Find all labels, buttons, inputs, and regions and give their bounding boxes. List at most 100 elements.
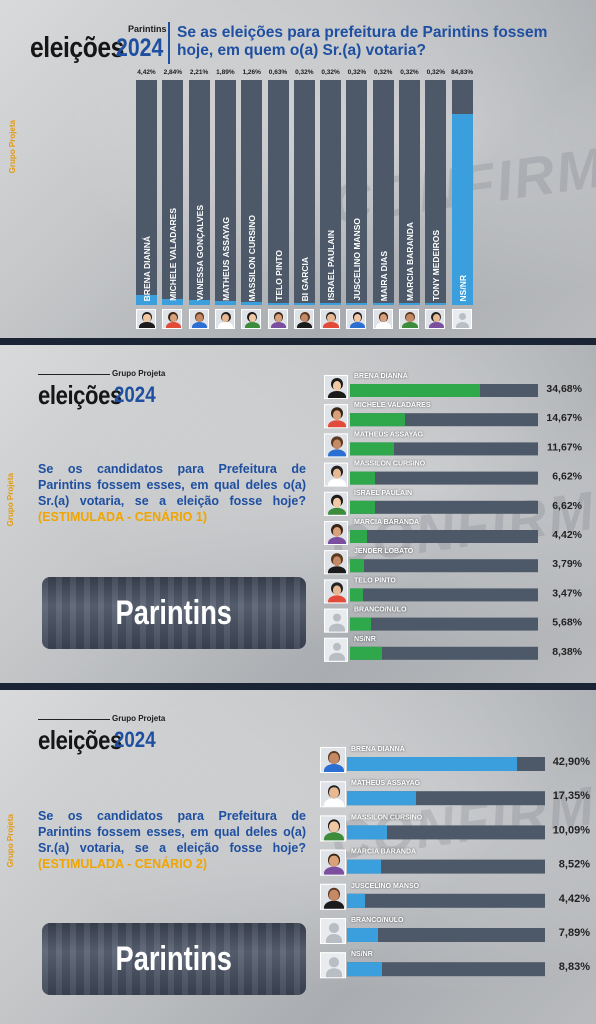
candidate-photo (399, 309, 419, 329)
candidate-photo (324, 608, 348, 633)
portrait-face (380, 314, 388, 323)
portrait-body (324, 798, 344, 807)
candidate-label: JENDER LOBATO (354, 548, 414, 556)
candidate-photo (425, 309, 446, 329)
data-label: 34,68% (546, 383, 582, 395)
question-scenario: (ESTIMULADA - CENÁRIO 1) (38, 510, 207, 524)
candidate-label: BI GARCIA (299, 256, 310, 301)
candidate-photo (451, 309, 472, 329)
brand-year: 2024 (116, 34, 164, 62)
portrait-face (329, 787, 339, 799)
bar-background (350, 530, 538, 543)
question-text: Se os candidatos para Prefeitura de Pari… (38, 462, 306, 508)
portrait-body (327, 536, 347, 544)
data-label: 14,67% (546, 412, 582, 425)
portrait-face (301, 314, 309, 323)
portrait-face (406, 314, 414, 323)
portrait-body (139, 322, 155, 328)
portrait-face (332, 468, 342, 479)
panel2-question: Se os candidatos para Prefeitura de Pari… (38, 461, 306, 525)
portrait-face (332, 555, 342, 567)
bar-background (346, 80, 368, 305)
candidate-photo (188, 309, 209, 329)
portrait-body (244, 322, 260, 328)
portrait-face (332, 526, 342, 537)
candidate-label: ISRAEL PAULAIN (354, 489, 413, 497)
data-label: 10,09% (552, 824, 590, 837)
data-label: 7,89% (558, 927, 590, 939)
data-label: 6,62% (552, 499, 582, 512)
candidate-label: MASSILON CURSINO (354, 460, 426, 468)
candidate-photo (324, 462, 348, 487)
bar-background (350, 588, 538, 602)
portrait-body (165, 322, 181, 328)
candidate-photo (136, 309, 156, 329)
brand-logo: Grupo Projeta eleições 2024 (38, 714, 168, 758)
portrait-face (332, 439, 342, 450)
data-label: 6,62% (552, 470, 582, 483)
bar-background (347, 893, 545, 908)
data-label: 8,38% (552, 645, 582, 658)
brand-group: Grupo Projeta (112, 369, 166, 378)
candidate-label: BRENA DIANNÁ (354, 373, 408, 380)
bar-background (350, 471, 538, 485)
bar-row: BRANCO/NULO 7,89% (0, 917, 596, 952)
bar-row: MARCIA BARANDA 8,52% (0, 849, 596, 884)
anonymous-head-icon (458, 313, 467, 321)
candidate-photo (320, 747, 346, 773)
portrait-body (327, 507, 347, 515)
candidate-label: MARCIA BARANDA (405, 221, 415, 301)
candidate-label: TELO PINTO (354, 577, 396, 585)
horizontal-bar-chart-2: BRENA DIANNÁ 42,90% MATHEUS ASSAYAG 17,35% M… (0, 690, 596, 1024)
candidate-label: BRANCO/NULO (354, 606, 407, 614)
candidate-label: MATHEUS ASSAYAG (354, 431, 424, 439)
bar (162, 298, 184, 305)
data-label: 1,89% (216, 69, 235, 76)
candidate-photo (372, 309, 393, 329)
bar-background (425, 80, 447, 305)
candidate-photo (324, 521, 348, 545)
bar-row: MATHEUS ASSAYAG 11,67% (0, 431, 596, 462)
data-label: 0,32% (321, 69, 340, 76)
candidate-photo (324, 579, 348, 604)
bar (214, 300, 236, 305)
candidate-label: MASSILON CURSINO (247, 214, 258, 301)
bar (320, 303, 342, 305)
candidate-photo (324, 491, 348, 516)
question-scenario: (ESTIMULADA - CENÁRIO 2) (38, 857, 207, 871)
bar-background (347, 928, 545, 942)
portrait-face (248, 314, 256, 323)
candidate-label: NS/NR (351, 951, 373, 959)
bar-background (241, 80, 263, 305)
bar (347, 791, 416, 806)
data-label: 8,83% (558, 961, 590, 974)
data-label: 0,32% (373, 69, 393, 76)
bar (372, 303, 394, 305)
data-label: 0,32% (295, 69, 314, 76)
brand-group: Grupo Projeta (112, 714, 166, 723)
portrait-face (329, 855, 339, 867)
bar-row: BRENA DIANNÁ 42,90% (0, 746, 596, 781)
portrait-body (327, 566, 347, 574)
data-label: 42,90% (552, 756, 590, 768)
portrait-face (329, 889, 339, 901)
bar-row: NS/NR 8,38% (0, 635, 596, 667)
portrait-face (143, 314, 151, 323)
candidate-label: VANESSA GONÇALVES (194, 205, 205, 301)
candidate-label: NS/NR (354, 635, 376, 643)
data-label: 0,32% (400, 69, 419, 76)
candidate-photo (320, 781, 346, 808)
bar (350, 471, 375, 485)
bar (350, 442, 394, 456)
candidate-label: MASSILON CURSINO (351, 814, 423, 822)
bar (346, 303, 368, 305)
candidate-photo (346, 309, 367, 329)
portrait-body (327, 478, 347, 486)
brand-title: eleições (38, 725, 122, 755)
city-banner: Parintins (42, 923, 306, 995)
divider (0, 683, 596, 690)
candidate-photo (162, 309, 183, 329)
portrait-body (324, 764, 344, 772)
candidate-photo (293, 309, 314, 329)
bar-background (350, 500, 538, 514)
